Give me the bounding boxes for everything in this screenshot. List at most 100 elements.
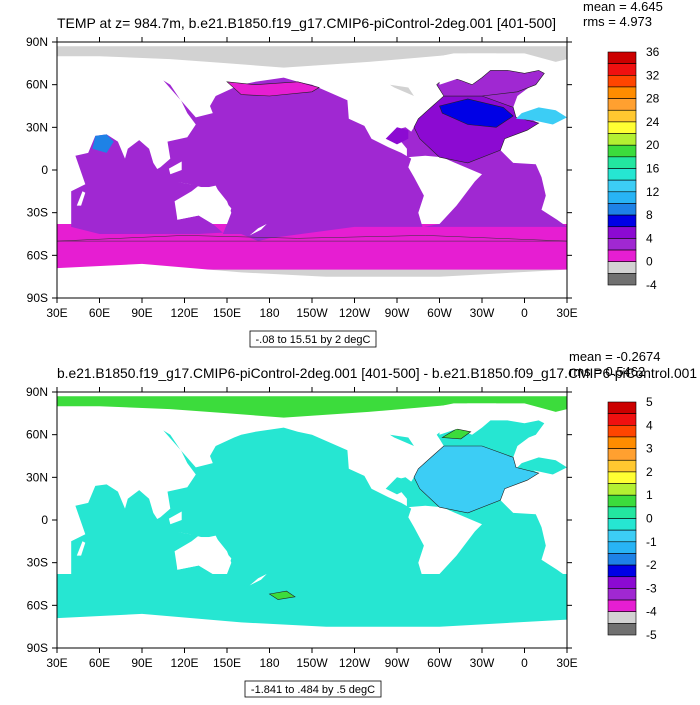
colorbar-label: 24 xyxy=(646,115,660,129)
colorbar-swatch xyxy=(607,214,637,228)
bottom-map-plot: b.e21.B1850.f19_g17.CMIP6-piControl-2deg… xyxy=(26,349,697,698)
x-tick-label: 120E xyxy=(170,306,198,320)
colorbar-swatch xyxy=(607,86,637,99)
southern-band-fill xyxy=(57,255,567,261)
x-tick-label: 30W xyxy=(470,656,495,670)
colorbar-swatch xyxy=(607,191,637,204)
colorbar-swatch xyxy=(607,518,637,531)
arctic-fill xyxy=(57,46,567,68)
mediterranean-fill xyxy=(516,107,567,125)
hudson-fill xyxy=(389,84,414,96)
colorbar-swatch xyxy=(607,98,637,111)
land-nz xyxy=(249,574,267,586)
y-tick-label: 90S xyxy=(27,641,48,655)
bottom-x-axis: 30E 60E 90E 120E 150E 180 150W 120W 90W 60W 30W 0 30… xyxy=(46,387,578,670)
colorbar-label: 32 xyxy=(646,68,660,82)
x-tick-label: 90W xyxy=(385,656,410,670)
arctic-diff-fill xyxy=(57,396,567,418)
y-tick-label: 0 xyxy=(41,163,48,177)
colorbar-swatch xyxy=(607,133,637,146)
colorbar-swatch xyxy=(607,459,637,473)
indian-diff-fill xyxy=(71,484,223,584)
bottom-mean: mean = -0.2674 xyxy=(569,350,660,364)
land-madagascar xyxy=(76,541,86,556)
colorbar-label: 3 xyxy=(646,442,653,456)
colorbar-label: 20 xyxy=(646,138,660,152)
colorbar-swatch xyxy=(607,121,637,134)
colorbar-label: 4 xyxy=(646,231,653,245)
bottom-contour-info-box xyxy=(244,680,382,698)
colorbar-swatch xyxy=(607,179,637,193)
colorbar-swatch xyxy=(607,599,637,613)
y-tick-label: 60S xyxy=(27,598,48,612)
top-title: TEMP at z= 984.7m, b.e21.B1850.f19_g17.C… xyxy=(57,15,556,31)
x-tick-label: 90W xyxy=(385,306,410,320)
x-tick-label: 60W xyxy=(427,656,452,670)
colorbar-swatch xyxy=(607,623,637,636)
colorbar-label: 12 xyxy=(646,185,660,199)
land-australia xyxy=(176,535,232,574)
colorbar-label: -3 xyxy=(646,581,657,595)
colorbar-swatch xyxy=(607,483,637,496)
y-tick-label: 90N xyxy=(26,385,48,399)
colorbar-swatch xyxy=(607,576,637,589)
colorbar-swatch xyxy=(607,401,637,414)
y-tick-label: 30S xyxy=(27,206,48,220)
x-tick-label: 60E xyxy=(89,656,110,670)
colorbar-swatch xyxy=(607,553,637,566)
bottom-title: b.e21.B1850.f19_g17.CMIP6-piControl-2deg… xyxy=(57,365,697,381)
colorbar-swatch xyxy=(607,448,637,461)
land-antarctic xyxy=(57,613,567,648)
x-tick-label: 150E xyxy=(213,306,241,320)
bottom-ocean-field xyxy=(57,396,567,648)
bottom-colorbar: 5 4 3 2 1 0 -1 -2 -3 -4 -5 xyxy=(607,395,657,642)
y-tick-label: 30N xyxy=(26,120,48,134)
colorbar-swatch xyxy=(607,494,637,508)
land-borneo xyxy=(168,161,182,175)
gulf-mexico-fill xyxy=(385,127,409,145)
x-tick-label: 150W xyxy=(296,306,328,320)
top-mean: mean = 4.645 xyxy=(583,0,663,14)
top-ocean-field xyxy=(57,46,567,298)
colorbar-swatch xyxy=(607,506,637,519)
colorbar-label: 0 xyxy=(646,512,653,526)
top-panel: TEMP at z= 984.7m, b.e21.B1850.f19_g17.C… xyxy=(0,0,700,350)
colorbar-label: 0 xyxy=(646,255,653,269)
north-atlantic-core-fill xyxy=(439,98,514,128)
x-tick-label: 0 xyxy=(521,306,528,320)
contour-line xyxy=(57,235,567,242)
x-tick-label: 30E xyxy=(46,306,67,320)
x-tick-label: 60W xyxy=(427,306,452,320)
colorbar-swatch xyxy=(607,273,637,286)
colorbar-swatch xyxy=(607,144,637,158)
top-rms: rms = 4.973 xyxy=(583,14,652,29)
bottom-rms: rms = 0.5462 xyxy=(569,364,645,379)
colorbar-swatch xyxy=(607,425,637,438)
colorbar-label: 28 xyxy=(646,92,660,106)
top-contour-info-box xyxy=(249,330,377,348)
top-y-axis: 90N 60N 30N 0 30S 60S 90S xyxy=(26,35,572,305)
colorbar-swatch xyxy=(607,541,637,554)
x-tick-label: 150E xyxy=(213,656,241,670)
x-tick-label: 30E xyxy=(46,656,67,670)
y-tick-label: 90S xyxy=(27,291,48,305)
colorbar-swatch xyxy=(607,238,637,251)
x-tick-label: 150W xyxy=(296,656,328,670)
colorbar-swatch xyxy=(607,529,637,543)
colorbar-label: -1 xyxy=(646,535,657,549)
pacific-diff-fill xyxy=(150,427,424,592)
hudson-diff-fill xyxy=(389,434,414,446)
colorbar-label: 2 xyxy=(646,465,653,479)
colorbar-swatch xyxy=(607,75,637,88)
colorbar-swatch xyxy=(607,564,637,578)
pacific-fill xyxy=(150,77,424,242)
colorbar-swatch xyxy=(607,203,637,216)
land-antarctic xyxy=(57,263,567,298)
x-tick-label: 120E xyxy=(170,656,198,670)
y-tick-label: 30S xyxy=(27,556,48,570)
colorbar-swatch xyxy=(607,249,637,263)
labrador-diff-fill xyxy=(441,428,472,440)
colorbar-label: 5 xyxy=(646,395,653,409)
x-tick-label: 90E xyxy=(131,656,152,670)
colorbar-swatch xyxy=(607,588,637,601)
